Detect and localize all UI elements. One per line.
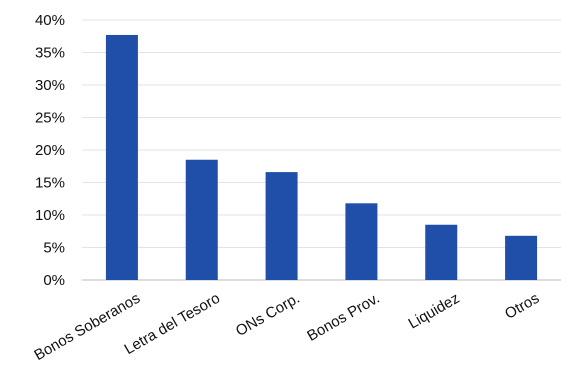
y-tick-label: 30% — [35, 77, 65, 94]
y-tick-label: 15% — [35, 175, 65, 192]
bar-liquidez — [425, 224, 458, 280]
bar-bonos-prov — [345, 203, 378, 280]
bars — [105, 34, 538, 281]
x-category-label: Bonos Prov. — [304, 290, 382, 345]
x-category-label: ONs Corp. — [233, 290, 303, 340]
bar-bonos-soberanos — [105, 34, 138, 281]
bar-otros — [505, 235, 538, 280]
y-tick-label: 10% — [35, 207, 65, 224]
y-axis-tick-labels: 0% 5% 10% 15% 20% 25% 30% 35% 40% — [35, 12, 65, 289]
y-tick-label: 40% — [35, 12, 65, 29]
y-tick-label: 25% — [35, 110, 65, 127]
y-tick-label: 0% — [43, 272, 65, 289]
gridlines — [82, 19, 561, 281]
bar-letra-del-tesoro — [185, 159, 218, 280]
y-tick-label: 35% — [35, 45, 65, 62]
x-category-label: Otros — [502, 290, 542, 323]
x-category-label: Liquidez — [406, 290, 463, 333]
bar-ons-corp — [265, 172, 298, 280]
y-tick-label: 5% — [43, 240, 65, 257]
y-tick-label: 20% — [35, 142, 65, 159]
